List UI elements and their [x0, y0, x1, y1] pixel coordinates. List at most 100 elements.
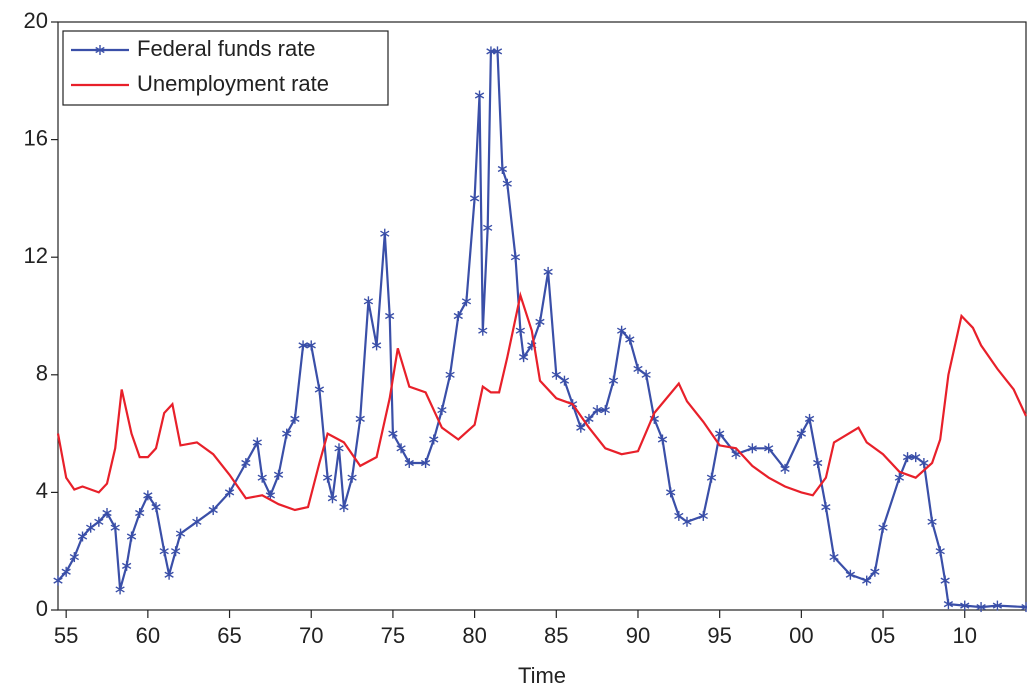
marker — [796, 428, 807, 439]
marker — [461, 296, 472, 307]
marker — [894, 472, 905, 483]
marker-stroke — [1021, 605, 1027, 611]
marker — [576, 422, 586, 433]
marker-stroke — [115, 586, 125, 593]
marker — [518, 352, 529, 363]
marker — [273, 469, 284, 480]
marker-stroke — [804, 415, 815, 423]
marker — [388, 428, 398, 439]
x-tick-label: 95 — [707, 623, 731, 648]
marker — [355, 413, 365, 424]
marker — [641, 369, 651, 380]
marker-stroke — [380, 230, 390, 237]
y-tick-label: 4 — [36, 478, 48, 503]
marker — [437, 405, 447, 416]
marker — [385, 311, 395, 321]
marker-stroke — [170, 548, 181, 555]
marker — [241, 458, 251, 468]
marker — [919, 458, 929, 468]
x-tick-label: 05 — [871, 623, 895, 648]
marker — [698, 510, 708, 521]
legend-box — [62, 30, 389, 106]
marker — [61, 566, 71, 577]
marker — [608, 375, 619, 386]
marker-stroke — [960, 602, 970, 609]
marker — [420, 458, 431, 468]
marker — [878, 522, 888, 533]
marker — [551, 369, 561, 380]
marker — [95, 45, 105, 55]
marker-stroke — [518, 354, 529, 361]
x-tick-label: 80 — [462, 623, 486, 648]
marker-stroke — [813, 459, 823, 467]
marker-stroke — [339, 503, 349, 511]
marker — [829, 552, 839, 563]
marker-stroke — [396, 445, 406, 452]
marker — [616, 325, 627, 336]
marker — [813, 458, 823, 468]
marker — [334, 443, 344, 454]
marker — [224, 487, 235, 498]
marker-stroke — [894, 474, 905, 481]
marker — [515, 325, 526, 336]
marker — [192, 516, 202, 527]
marker — [625, 334, 635, 345]
marker — [804, 413, 815, 424]
marker-stroke — [878, 524, 888, 531]
marker — [143, 490, 153, 501]
marker-stroke — [306, 342, 316, 349]
marker — [77, 531, 88, 542]
marker-stroke — [764, 445, 774, 452]
marker — [682, 516, 692, 527]
marker-stroke — [77, 533, 88, 540]
x-tick-label: 55 — [54, 623, 78, 648]
plot-frame — [57, 21, 1027, 611]
marker-stroke — [551, 371, 561, 378]
marker-stroke — [290, 415, 300, 423]
marker — [290, 413, 300, 424]
marker-stroke — [474, 92, 485, 99]
marker-stroke — [453, 312, 463, 320]
marker-stroke — [437, 406, 447, 414]
marker-stroke — [600, 406, 610, 414]
marker — [510, 252, 521, 263]
x-tick-label: 90 — [626, 623, 650, 648]
marker — [396, 443, 406, 454]
marker-stroke — [241, 459, 251, 467]
marker — [69, 552, 79, 563]
x-axis-label: Time — [518, 663, 566, 688]
marker-stroke — [135, 509, 145, 517]
marker — [657, 434, 668, 445]
marker-stroke — [94, 518, 104, 525]
marker — [115, 584, 125, 595]
marker-stroke — [492, 48, 503, 55]
marker — [478, 325, 488, 336]
marker — [902, 452, 913, 463]
marker — [102, 507, 112, 518]
series-line — [57, 50, 1027, 609]
marker — [86, 522, 96, 533]
marker-stroke — [935, 548, 945, 555]
marker-stroke — [257, 474, 267, 481]
marker-stroke — [666, 489, 676, 496]
marker-stroke — [61, 568, 71, 575]
marker — [469, 193, 480, 204]
marker — [543, 266, 553, 277]
marker-stroke — [902, 454, 913, 461]
marker-stroke — [497, 165, 508, 173]
marker — [911, 452, 921, 463]
marker-stroke — [502, 180, 512, 187]
marker-stroke — [608, 377, 619, 384]
marker — [339, 502, 349, 513]
marker-stroke — [224, 489, 235, 496]
marker-stroke — [429, 436, 439, 443]
marker — [502, 178, 512, 189]
marker — [453, 311, 463, 321]
marker-stroke — [164, 571, 174, 578]
marker-stroke — [919, 459, 929, 467]
marker-stroke — [940, 577, 950, 584]
marker-stroke — [385, 312, 395, 320]
series-line — [56, 291, 1027, 512]
marker — [845, 569, 856, 580]
